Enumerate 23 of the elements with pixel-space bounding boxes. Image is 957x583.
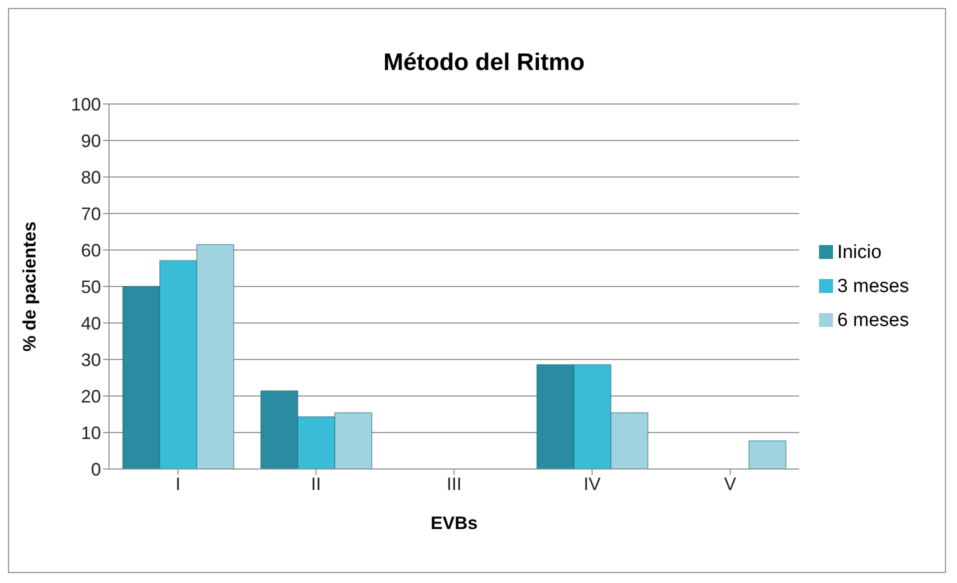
y-tick-label: 60 xyxy=(80,240,101,260)
y-tick-label: 70 xyxy=(80,204,101,224)
x-tick-label: I xyxy=(176,474,181,494)
y-tick-label: 100 xyxy=(70,94,101,114)
y-axis-title: % de pacientes xyxy=(19,221,40,352)
x-tick-label: II xyxy=(311,474,322,494)
x-axis-title: EVBs xyxy=(430,513,478,533)
y-tick-label: 0 xyxy=(90,459,101,480)
x-tick-label: III xyxy=(446,474,462,494)
y-tick-label: 50 xyxy=(80,276,101,297)
chart-title: Método del Ritmo xyxy=(382,49,586,77)
bar xyxy=(748,440,786,469)
legend-label: 6 meses xyxy=(837,310,909,330)
y-tick-label: 10 xyxy=(80,422,101,443)
y-tick-label: 80 xyxy=(80,167,101,188)
x-tick-label: IV xyxy=(584,474,601,494)
y-tick-label: 30 xyxy=(80,350,101,370)
y-tick-label: 20 xyxy=(80,386,101,406)
legend-label: 3 meses xyxy=(837,276,909,296)
y-tick-label: 40 xyxy=(80,313,101,334)
legend-label: Inicio xyxy=(837,242,882,262)
x-tick-label: V xyxy=(724,474,736,494)
y-tick-label: 90 xyxy=(80,130,101,151)
